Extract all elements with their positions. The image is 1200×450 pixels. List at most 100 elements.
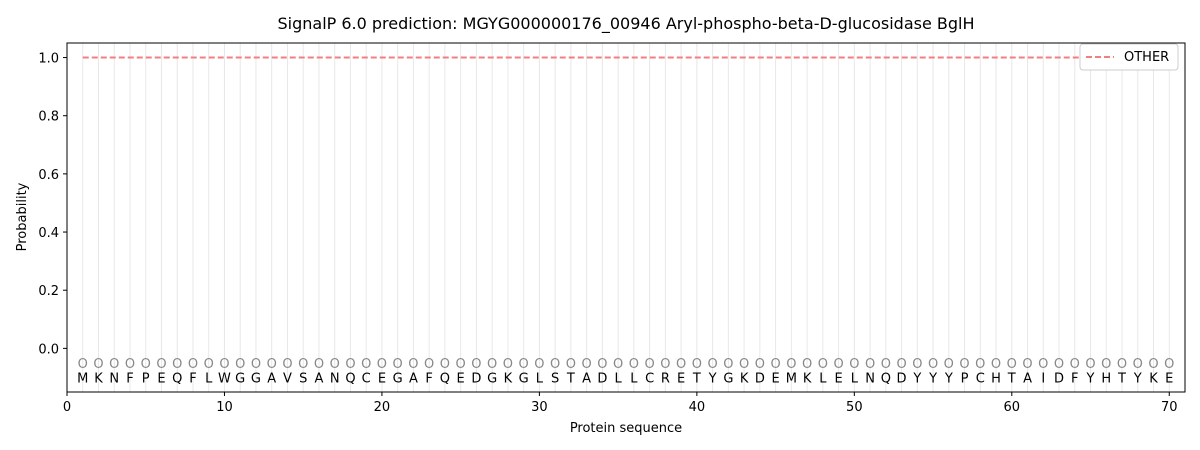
residue-60: T [1007,371,1016,386]
residue-39: E [677,371,685,386]
predicted-label-55: O [928,357,938,372]
residue-11: G [235,371,245,386]
predicted-label-15: O [298,357,308,372]
predicted-label-34: O [597,357,607,372]
residue-59: H [991,371,1001,386]
residue-32: T [566,371,575,386]
predicted-label-16: O [314,357,324,372]
predicted-label-9: O [204,357,214,372]
predicted-label-23: O [424,357,434,372]
y-tick-label-2: 0.4 [38,226,59,241]
predicted-label-52: O [881,357,891,372]
predicted-label-65: O [1085,357,1095,372]
predicted-label-11: O [235,357,245,372]
residue-41: Y [708,371,717,386]
residue-42: G [723,371,733,386]
predicted-label-27: O [487,357,497,372]
x-tick-label-50: 50 [846,400,863,415]
predicted-label-39: O [676,357,686,372]
residue-12: G [251,371,261,386]
x-tick-label-20: 20 [374,400,391,415]
y-tick-label-5: 1.0 [38,52,59,67]
x-axis: 0 10 20 30 40 50 60 70 [63,392,1178,415]
y-tick-label-1: 0.2 [38,284,59,299]
predicted-label-47: O [802,357,812,372]
residue-48: L [819,371,827,386]
predicted-label-46: O [786,357,796,372]
residue-10: W [218,371,231,386]
residue-64: F [1071,371,1078,386]
predicted-label-18: O [345,357,355,372]
predicted-label-50: O [849,357,859,372]
predicted-label-57: O [959,357,969,372]
residue-27: G [487,371,497,386]
residue-25: E [457,371,465,386]
residue-47: K [803,371,812,386]
predicted-label-59: O [991,357,1001,372]
predicted-label-30: O [534,357,544,372]
predicted-label-36: O [629,357,639,372]
residue-15: S [299,371,307,386]
residue-18: Q [345,371,355,386]
predicted-label-58: O [975,357,985,372]
residue-43: K [740,371,749,386]
residue-65: Y [1086,371,1095,386]
predicted-label-19: O [361,357,371,372]
residue-38: R [661,371,670,386]
residue-5: P [142,371,150,386]
residue-36: L [630,371,638,386]
residue-56: Y [944,371,953,386]
predicted-label-12: O [251,357,261,372]
predicted-label-3: O [109,357,119,372]
residue-53: D [897,371,907,386]
residue-57: P [961,371,969,386]
chart-title: SignalP 6.0 prediction: MGYG000000176_00… [277,14,974,34]
predicted-label-40: O [692,357,702,372]
predicted-label-28: O [503,357,513,372]
predicted-label-33: O [582,357,592,372]
x-axis-label: Protein sequence [570,421,682,436]
sequence-layer: OMOKONOFOPOEOQOFOLOWOGOGOAOVOSOAONOQOCOE… [77,357,1174,387]
residue-26: D [471,371,481,386]
residue-3: N [109,371,119,386]
residue-33: A [582,371,591,386]
predicted-label-1: O [78,357,88,372]
residue-35: L [615,371,623,386]
predicted-label-63: O [1054,357,1064,372]
predicted-label-54: O [912,357,922,372]
residue-29: G [519,371,529,386]
residue-45: E [771,371,779,386]
y-tick-label-0: 0.0 [38,342,59,357]
residue-21: G [393,371,403,386]
predicted-label-4: O [125,357,135,372]
residue-23: F [425,371,432,386]
residue-30: L [536,371,544,386]
residue-6: E [157,371,165,386]
residue-22: A [409,371,418,386]
legend-box [1079,43,1179,71]
residue-13: A [267,371,276,386]
residue-63: D [1054,371,1064,386]
predicted-label-7: O [172,357,182,372]
residue-19: C [362,371,371,386]
x-tick-label-60: 60 [1004,400,1021,415]
predicted-label-2: O [93,357,103,372]
predicted-label-24: O [440,357,450,372]
residue-70: E [1165,371,1173,386]
legend: OTHER [1079,43,1179,71]
x-tick-label-0: 0 [63,400,71,415]
residue-68: Y [1133,371,1142,386]
predicted-label-5: O [141,357,151,372]
predicted-label-14: O [282,357,292,372]
residue-66: H [1101,371,1111,386]
y-tick-label-3: 0.6 [38,168,59,183]
residue-61: A [1023,371,1032,386]
predicted-label-6: O [156,357,166,372]
predicted-label-69: O [1148,357,1158,372]
y-tick-label-4: 0.8 [38,110,59,125]
residue-50: L [851,371,859,386]
residue-62: I [1041,371,1045,386]
residue-55: Y [928,371,937,386]
predicted-label-38: O [660,357,670,372]
predicted-label-8: O [188,357,198,372]
